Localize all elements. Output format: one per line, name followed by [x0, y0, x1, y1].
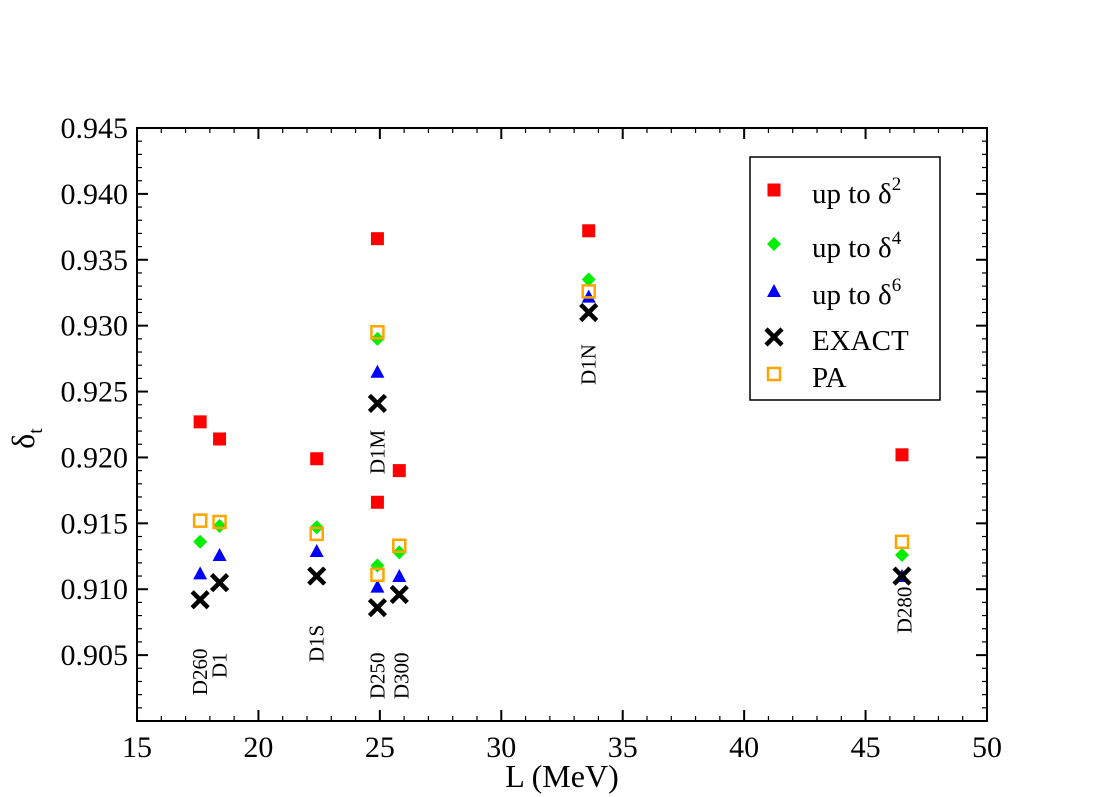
legend-entry: up to δ2: [767, 174, 901, 210]
x-tick-label: 40: [729, 731, 759, 764]
legend-label: PA: [812, 362, 846, 394]
data-point: [193, 415, 207, 429]
x-tick-label: 25: [365, 731, 395, 764]
legend-label: up to δ4: [812, 228, 902, 264]
data-point: [579, 302, 599, 323]
y-tick-label: 0.935: [61, 244, 129, 277]
legend-label-superscript: 2: [892, 174, 902, 195]
data-point: [309, 544, 324, 558]
data-point: [193, 534, 208, 549]
x-axis-title: L (MeV): [505, 758, 618, 794]
data-point: [389, 584, 409, 605]
data-point: [370, 495, 384, 509]
data-point: [392, 538, 407, 553]
annotation-label: D1S: [305, 625, 329, 662]
data-point: [370, 579, 385, 593]
annotation-label: D250: [365, 652, 389, 699]
legend-marker: [767, 237, 781, 251]
data-point: [582, 224, 596, 238]
legend-entry: PA: [766, 362, 846, 394]
data-point: [310, 452, 324, 466]
data-point: [370, 325, 385, 340]
y-tick-label: 0.940: [61, 178, 129, 211]
data-point: [309, 526, 324, 542]
legend-entry: EXACT: [764, 325, 909, 357]
data-point: [370, 232, 384, 246]
legend-entry: up to δ4: [767, 228, 902, 264]
series-0: [193, 224, 909, 509]
data-point: [581, 272, 596, 287]
annotation-label: D1M: [365, 429, 389, 474]
y-tick-label: 0.945: [61, 112, 129, 145]
legend-marker: [764, 327, 784, 347]
data-point: [212, 547, 227, 561]
series-3: [190, 302, 912, 618]
annotation-label: D300: [390, 652, 414, 699]
legend-box: [749, 156, 941, 401]
y-axis-title-main: δ: [5, 434, 41, 449]
data-point: [190, 590, 210, 610]
legend-label: up to δ2: [812, 174, 901, 210]
x-tick-label: 30: [486, 731, 516, 764]
data-point: [892, 566, 912, 586]
data-point: [192, 513, 208, 528]
legend-label-superscript: 4: [892, 228, 902, 249]
tick-labels: 15 20 25 30 35 40 45 50 0.905 0.910 0.915 0.920 0.92…: [61, 112, 1003, 764]
data-point: [370, 364, 385, 378]
series-4: [192, 284, 910, 582]
legend: up to δ2 up to δ4 up to δ6 EXACT PA: [749, 156, 941, 401]
data-point: [392, 464, 406, 478]
legend-marker: [767, 284, 781, 297]
data-point: [895, 547, 909, 562]
x-tick-label: 20: [243, 731, 273, 764]
y-axis-title-sub: t: [25, 428, 47, 434]
data-point: [581, 284, 596, 299]
data-point: [209, 573, 230, 593]
data-points: [190, 224, 912, 618]
x-tick-label: 15: [122, 731, 152, 764]
legend-label: EXACT: [812, 325, 909, 357]
data-point: [367, 393, 388, 414]
data-point: [895, 448, 909, 462]
y-tick-label: 0.925: [61, 376, 129, 409]
data-point: [212, 514, 227, 530]
legend-label-superscript: 6: [892, 275, 902, 296]
data-point: [213, 432, 227, 446]
x-tick-label: 50: [972, 731, 1002, 764]
svg-text:δt: δt: [5, 428, 47, 449]
y-tick-label: 0.915: [61, 507, 129, 540]
y-tick-label: 0.910: [61, 573, 129, 606]
y-tick-label: 0.930: [61, 310, 129, 343]
data-point: [894, 534, 910, 550]
data-point: [212, 518, 227, 533]
legend-entry: up to δ6: [767, 275, 901, 311]
annotation-label: D1N: [577, 344, 601, 385]
plot-frame: [136, 127, 988, 722]
y-axis-title: δt: [5, 428, 47, 449]
data-point: [367, 598, 388, 618]
x-tick-label: 45: [851, 731, 881, 764]
annotation-label: D1: [208, 652, 232, 678]
x-tick-label: 35: [608, 731, 638, 764]
legend-marker: [766, 366, 782, 382]
data-point: [392, 569, 407, 583]
annotation-label: D260: [188, 649, 212, 696]
annotation-label: D280: [892, 587, 916, 634]
legend-label: up to δ6: [812, 275, 901, 311]
legend-marker: [767, 183, 781, 197]
y-tick-label: 0.920: [61, 441, 129, 474]
data-point: [193, 566, 208, 580]
y-tick-label: 0.905: [61, 639, 129, 672]
data-point: [370, 567, 385, 582]
data-point: [307, 566, 327, 586]
